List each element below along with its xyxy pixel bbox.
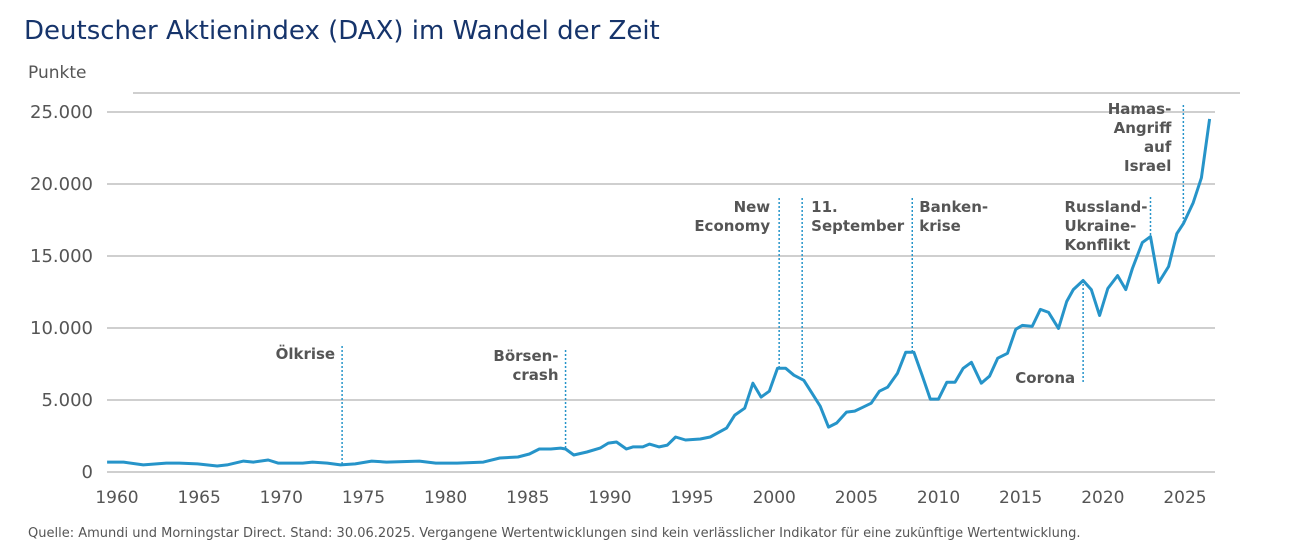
annotation-label: Ukraine- bbox=[1064, 217, 1136, 235]
annotation-label: September bbox=[811, 217, 905, 235]
y-tick-label: 15.000 bbox=[30, 246, 93, 267]
annotation-label: Hamas- bbox=[1108, 100, 1172, 118]
annotation-label: 11. bbox=[811, 198, 838, 216]
y-tick-label: 0 bbox=[82, 462, 93, 483]
annotation: Corona bbox=[1015, 280, 1084, 387]
x-tick-label: 2010 bbox=[917, 488, 960, 508]
x-tick-label: 1985 bbox=[506, 488, 549, 508]
x-tick-label: 2015 bbox=[999, 488, 1042, 508]
y-tick-label: 25.000 bbox=[30, 102, 93, 123]
x-tick-label: 1960 bbox=[95, 488, 138, 508]
dax-series-line bbox=[107, 118, 1212, 468]
x-tick-label: 2005 bbox=[835, 488, 878, 508]
y-tick-labels: 0 5.000 10.000 15.000 20.000 25.000 bbox=[30, 102, 93, 483]
annotation-label: Börsen- bbox=[493, 347, 558, 365]
annotation-label: krise bbox=[919, 217, 961, 235]
annotations: Ölkrise Börsen-crashNewEconomy11.Septembe… bbox=[276, 100, 1185, 465]
annotation-label: Corona bbox=[1015, 369, 1075, 387]
annotation-label: Ölkrise bbox=[276, 344, 336, 363]
annotation: 11.September bbox=[801, 198, 905, 380]
gridlines bbox=[107, 111, 1215, 473]
source-note: Quelle: Amundi und Morningstar Direct. S… bbox=[28, 526, 1081, 541]
chart-title: Deutscher Aktienindex (DAX) im Wandel de… bbox=[24, 16, 660, 46]
annotation-label: auf bbox=[1144, 138, 1172, 156]
annotation: Ölkrise bbox=[276, 344, 343, 465]
x-tick-label: 2000 bbox=[753, 488, 796, 508]
y-tick-label: 20.000 bbox=[30, 174, 93, 195]
x-tick-label: 1970 bbox=[260, 488, 303, 508]
annotation: Russland-Ukraine-Konflikt bbox=[1064, 197, 1152, 254]
annotation-label: Economy bbox=[694, 217, 770, 235]
annotation-label: Israel bbox=[1124, 157, 1171, 175]
annotation-label: Banken- bbox=[919, 198, 988, 216]
x-tick-label: 1980 bbox=[424, 488, 467, 508]
annotation-label: Konflikt bbox=[1064, 236, 1130, 254]
annotation-label: crash bbox=[513, 366, 559, 384]
y-tick-label: 5.000 bbox=[41, 390, 93, 411]
annotation: Börsen-crash bbox=[493, 347, 567, 450]
x-tick-label: 1965 bbox=[178, 488, 221, 508]
y-tick-label: 10.000 bbox=[30, 318, 93, 339]
y-axis-label: Punkte bbox=[28, 63, 86, 83]
x-tick-label: 1990 bbox=[588, 488, 631, 508]
x-tick-label: 1975 bbox=[342, 488, 385, 508]
annotation-label: Russland- bbox=[1064, 198, 1147, 216]
annotation: Banken-krise bbox=[911, 198, 988, 352]
annotation-label: New bbox=[734, 198, 771, 216]
x-tick-label: 2020 bbox=[1081, 488, 1124, 508]
annotation-label: Angriff bbox=[1114, 119, 1173, 137]
x-tick-label: 2025 bbox=[1163, 488, 1206, 508]
x-tick-labels: 1960 1965 1970 1975 1980 1985 1990 1995 2000 2005… bbox=[95, 488, 1206, 508]
x-tick-label: 1995 bbox=[670, 488, 713, 508]
